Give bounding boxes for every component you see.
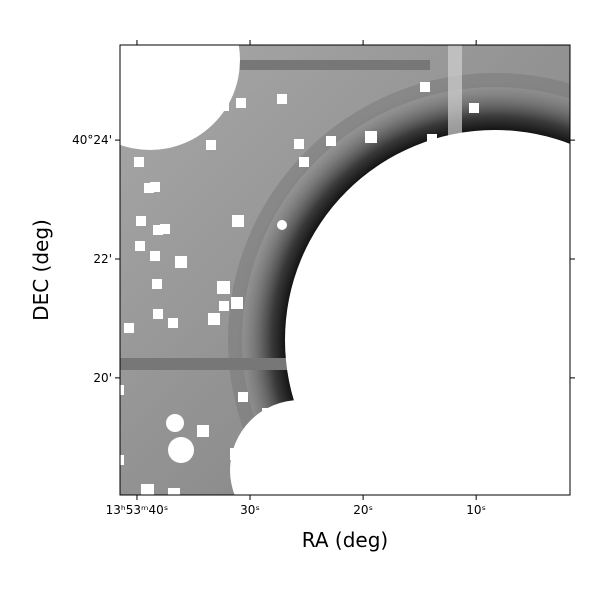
x-tick-label: 20ˢ <box>353 503 373 517</box>
image <box>120 45 570 495</box>
x-tick-label: 10ˢ <box>466 503 486 517</box>
plot-frame <box>119 44 571 496</box>
y-axis-label: DEC (deg) <box>29 219 53 321</box>
y-tick-label: 40°24' <box>72 133 112 147</box>
x-axis-label: RA (deg) <box>302 528 388 552</box>
x-tick-label: 13ʰ53ᵐ40ˢ <box>106 503 169 517</box>
y-tick-label: 22' <box>93 252 112 266</box>
x-tick-label: 30ˢ <box>240 503 260 517</box>
y-tick-label: 20' <box>93 371 112 385</box>
